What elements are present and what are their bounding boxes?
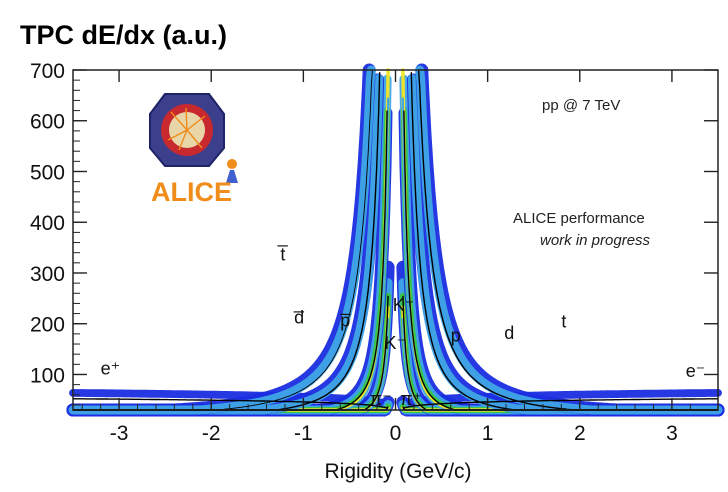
logo-figure-body (226, 170, 238, 183)
logo-text: ALICE (151, 177, 232, 207)
performance-label: ALICE performance (513, 210, 645, 227)
y-tick-label: 400 (30, 212, 65, 235)
y-axis-title: TPC dE/dx (a.u.) (20, 20, 227, 50)
system-label: pp @ 7 TeV (542, 97, 620, 114)
x-tick-label: 3 (666, 422, 678, 445)
particle-label: π⁻ (370, 389, 392, 409)
alice-logo: ALICE (149, 93, 238, 207)
x-tick-label: 1 (482, 422, 494, 445)
x-axis-title: Rigidity (GeV/c) (324, 460, 471, 483)
particle-label: t̅ (277, 244, 289, 264)
particle-label: K⁻ (384, 333, 406, 353)
particle-label: p̅ (339, 310, 351, 330)
particle-label: π⁺ (400, 389, 422, 409)
band-e-neg-0 (69, 389, 392, 409)
logo-tracks (167, 107, 206, 151)
x-tick-label: -2 (202, 422, 221, 445)
logo-figure-head (227, 159, 237, 169)
particle-label: K⁺ (393, 295, 415, 315)
particle-label: t (561, 311, 566, 331)
x-tick-label: -3 (110, 422, 129, 445)
y-tick-label: 300 (30, 263, 65, 286)
y-tick-label: 700 (30, 60, 65, 83)
band-p-neg-3 (71, 68, 390, 412)
curve-e-pos (402, 398, 718, 409)
y-tick-label: 500 (30, 161, 65, 184)
particle-label: p (451, 325, 461, 345)
particle-label: e⁻ (686, 361, 706, 381)
curve-e-neg (73, 398, 389, 409)
band-e-pos-0 (399, 389, 722, 409)
y-tick-label: 100 (30, 364, 65, 387)
y-tick-label: 600 (30, 111, 65, 134)
particle-labels: e⁺ e⁻ t̅ d̅ p̅ K⁺ K⁻ π⁻ π⁺ p d t (101, 244, 706, 409)
particle-label: d̅ (293, 308, 305, 328)
status-label: work in progress (540, 232, 651, 249)
particle-label: d (504, 323, 514, 343)
particle-label: e⁺ (101, 358, 121, 378)
y-tick-label: 200 (30, 314, 65, 337)
x-tick-label: -1 (294, 422, 313, 445)
x-tick-label: 0 (390, 422, 402, 445)
x-tick-label: 2 (574, 422, 586, 445)
axis-ticks: -3 -2 -1 0 1 2 3 100 200 300 400 500 600 700 (30, 60, 718, 445)
